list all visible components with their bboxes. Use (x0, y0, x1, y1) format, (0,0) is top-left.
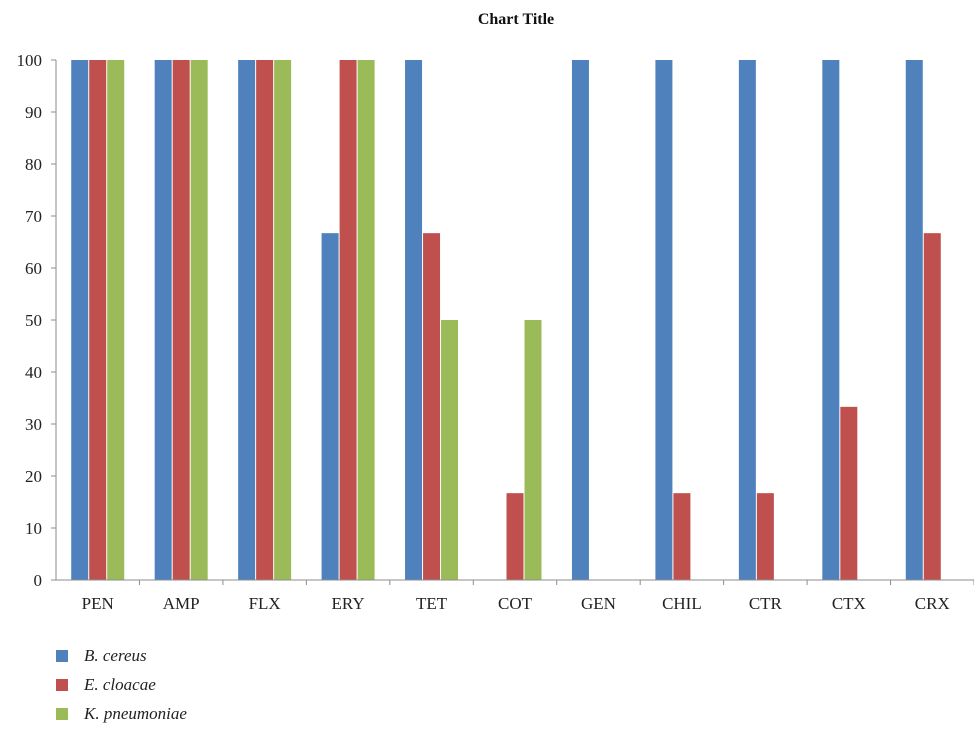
x-tick-label: FLX (249, 594, 281, 613)
bar-gen-series-1 (571, 60, 589, 580)
bar-crx-series-2 (923, 233, 941, 580)
bar-tet-series-3 (441, 320, 459, 580)
bar-flx-series-1 (238, 60, 256, 580)
bar-chil-series-1 (655, 60, 673, 580)
bar-tet-series-2 (423, 233, 441, 580)
chart-title: Chart Title (478, 11, 554, 28)
x-tick-label: PEN (82, 594, 114, 613)
y-tick-label: 20 (25, 467, 42, 486)
legend-swatch (56, 649, 68, 662)
x-tick-label: AMP (163, 594, 200, 613)
x-axis-ticks: PEN AMP FLX ERY TET COT GEN CHIL CTR CTX CRX (82, 580, 974, 613)
bar-ery-series-1 (321, 233, 339, 580)
y-tick-label: 70 (25, 207, 42, 226)
x-tick-label: GEN (581, 594, 616, 613)
x-tick-label: CTX (832, 594, 866, 613)
y-tick-label: 90 (25, 103, 42, 122)
x-tick-label: TET (416, 594, 448, 613)
bar-ctx-series-1 (822, 60, 840, 580)
x-tick-label: COT (498, 594, 533, 613)
bar-cot-series-3 (524, 320, 542, 580)
legend: B. cereus E. cloacae K. pneumoniae (56, 641, 187, 728)
bar-pen-series-2 (89, 60, 107, 580)
y-tick-label: 0 (34, 571, 43, 590)
bar-flx-series-3 (274, 60, 292, 580)
legend-label: B. cereus (84, 645, 147, 665)
bar-crx-series-1 (905, 60, 923, 580)
legend-item: E. cloacae (56, 670, 187, 699)
bar-flx-series-2 (256, 60, 274, 580)
bar-amp-series-2 (172, 60, 190, 580)
legend-label: E. cloacae (84, 674, 156, 694)
bar-cot-series-2 (506, 493, 524, 580)
bar-chil-series-2 (673, 493, 691, 580)
bar-ery-series-2 (339, 60, 357, 580)
x-tick-label: CHIL (662, 594, 702, 613)
y-tick-label: 30 (25, 415, 42, 434)
legend-swatch (56, 707, 68, 720)
y-tick-label: 100 (17, 51, 43, 70)
bar-ctr-series-1 (738, 60, 756, 580)
bar-amp-series-3 (190, 60, 208, 580)
legend-item: B. cereus (56, 641, 187, 670)
y-tick-label: 50 (25, 311, 42, 330)
bar-pen-series-3 (107, 60, 125, 580)
legend-item: K. pneumoniae (56, 699, 187, 728)
bar-tet-series-1 (405, 60, 423, 580)
bars (71, 60, 941, 580)
bar-ery-series-3 (357, 60, 375, 580)
y-tick-label: 60 (25, 259, 42, 278)
bar-ctx-series-2 (840, 406, 858, 580)
bar-ctr-series-2 (756, 493, 774, 580)
x-tick-label: CRX (915, 594, 950, 613)
x-tick-label: ERY (332, 594, 365, 613)
y-tick-label: 80 (25, 155, 42, 174)
bar-amp-series-1 (154, 60, 172, 580)
y-tick-label: 40 (25, 363, 42, 382)
legend-label: K. pneumoniae (84, 703, 187, 723)
y-tick-label: 10 (25, 519, 42, 538)
x-tick-label: CTR (749, 594, 783, 613)
y-axis-ticks: 0 10 20 30 40 50 60 70 80 90 100 (17, 51, 56, 590)
bar-pen-series-1 (71, 60, 89, 580)
legend-swatch (56, 678, 68, 691)
